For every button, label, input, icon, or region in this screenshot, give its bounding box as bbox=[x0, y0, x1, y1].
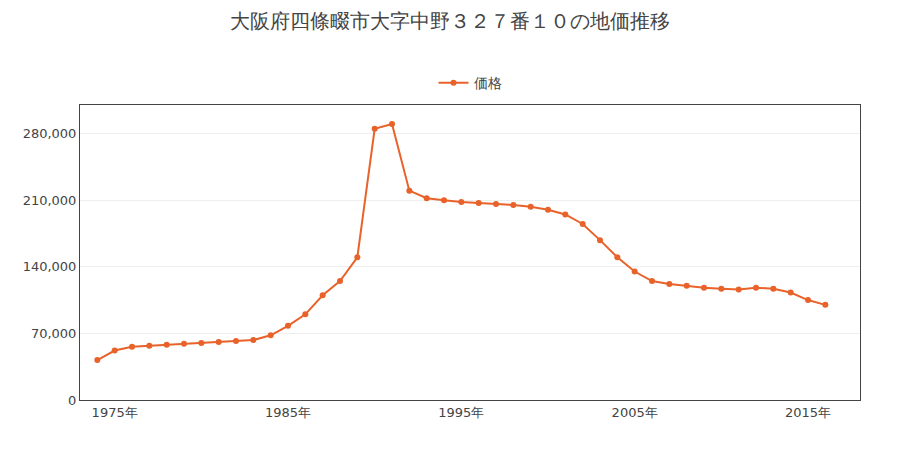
svg-text:280,000: 280,000 bbox=[23, 126, 77, 141]
svg-text:大阪府四條畷市大字中野３２７番１０の地価推移: 大阪府四條畷市大字中野３２７番１０の地価推移 bbox=[230, 9, 670, 33]
svg-text:1975年: 1975年 bbox=[92, 405, 138, 420]
svg-text:210,000: 210,000 bbox=[23, 193, 77, 208]
svg-text:価格: 価格 bbox=[474, 75, 502, 91]
svg-text:1985年: 1985年 bbox=[265, 405, 311, 420]
svg-text:2015年: 2015年 bbox=[785, 405, 831, 420]
svg-text:1995年: 1995年 bbox=[438, 405, 484, 420]
svg-text:2005年: 2005年 bbox=[612, 405, 658, 420]
svg-text:0: 0 bbox=[68, 393, 76, 408]
svg-text:70,000: 70,000 bbox=[31, 326, 77, 341]
svg-text:140,000: 140,000 bbox=[23, 259, 77, 274]
